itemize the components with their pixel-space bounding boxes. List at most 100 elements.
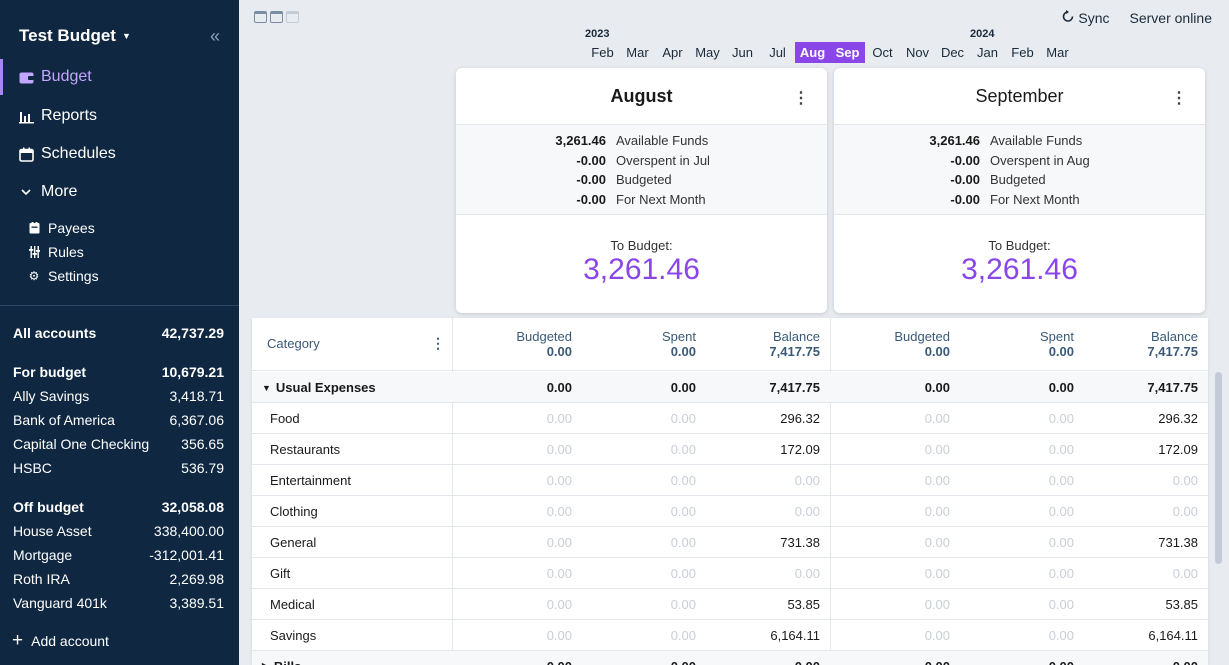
category-name[interactable]: Gift	[270, 558, 290, 589]
account-row[interactable]: Mortgage -312,001.41	[13, 544, 224, 566]
collapse-icon[interactable]: ▼	[262, 382, 271, 393]
account-name: Vanguard 401k	[13, 595, 107, 611]
budgeted-cell[interactable]: 0.00	[924, 628, 950, 643]
group-name[interactable]: ▼ Usual Expenses	[262, 372, 376, 403]
month-jan[interactable]: Jan	[977, 45, 998, 60]
category-row[interactable]: Restaurants 0.00 0.00 172.09 0.00 0.00 172.09	[252, 434, 1208, 465]
account-row[interactable]: House Asset 338,400.00	[13, 520, 224, 542]
off-budget-row[interactable]: Off budget 32,058.08	[13, 496, 224, 518]
category-name[interactable]: General	[270, 527, 316, 558]
nav-label: Schedules	[41, 145, 116, 162]
budgeted-cell[interactable]: 0.00	[546, 442, 572, 457]
category-row[interactable]: Food 0.00 0.00 296.32 0.00 0.00 296.32	[252, 403, 1208, 434]
expand-icon[interactable]: ▶	[262, 661, 269, 665]
budgeted-cell[interactable]: 0.00	[546, 566, 572, 581]
column-divider	[830, 318, 831, 665]
to-budget-amount[interactable]: 3,261.46	[583, 253, 700, 286]
budgeted-cell[interactable]: 0.00	[924, 380, 950, 395]
month-mar[interactable]: Mar	[1046, 45, 1069, 60]
budgeted-cell[interactable]: 0.00	[546, 628, 572, 643]
more-options-icon[interactable]: ⋮	[793, 90, 809, 107]
server-status[interactable]: Server online	[1129, 10, 1213, 26]
calendar-view-icon[interactable]	[270, 11, 283, 23]
month-may[interactable]: May	[695, 45, 720, 60]
category-row[interactable]: Savings 0.00 0.00 6,164.11 0.00 0.00 6,164.11	[252, 620, 1208, 651]
account-row[interactable]: Vanguard 401k 3,389.51	[13, 592, 224, 614]
col-total: 7,417.75	[769, 344, 820, 359]
scrollbar[interactable]	[1215, 372, 1222, 564]
collapse-sidebar-icon[interactable]: «	[210, 26, 221, 46]
category-name[interactable]: Medical	[270, 589, 315, 620]
col-label: Balance	[1151, 329, 1198, 344]
month-oct[interactable]: Oct	[872, 45, 893, 60]
nav-payees[interactable]: Payees	[28, 217, 95, 239]
account-row[interactable]: Capital One Checking 356.65	[13, 433, 224, 455]
category-row[interactable]: Gift 0.00 0.00 0.00 0.00 0.00 0.00	[252, 558, 1208, 589]
budgeted-cell[interactable]: 0.00	[924, 442, 950, 457]
to-budget-amount[interactable]: 3,261.46	[961, 253, 1078, 286]
budgeted-cell[interactable]: 0.00	[840, 651, 950, 665]
month-jul[interactable]: Jul	[769, 45, 786, 60]
nav-rules[interactable]: Rules	[28, 241, 84, 263]
budgeted-cell[interactable]: 0.00	[462, 651, 572, 665]
balance-cell: 172.09	[1158, 442, 1198, 457]
month-nov[interactable]: Nov	[905, 45, 930, 60]
category-name[interactable]: Food	[270, 403, 300, 434]
budgeted-cell[interactable]: 0.00	[924, 504, 950, 519]
category-row[interactable]: Clothing 0.00 0.00 0.00 0.00 0.00 0.00	[252, 496, 1208, 527]
col-total: 0.00	[546, 344, 572, 359]
balance-cell: 296.32	[1158, 411, 1198, 426]
nav-settings[interactable]: ⚙ Settings	[28, 265, 99, 287]
month-feb[interactable]: Feb	[591, 45, 614, 60]
account-balance: 10,679.21	[161, 364, 224, 380]
category-row[interactable]: Entertainment 0.00 0.00 0.00 0.00 0.00 0.00	[252, 465, 1208, 496]
month-mar[interactable]: Mar	[626, 45, 649, 60]
nav-budget[interactable]: Budget	[0, 59, 239, 95]
category-name[interactable]: Entertainment	[270, 465, 351, 496]
add-account-button[interactable]: + Add account	[12, 631, 109, 650]
calendar-view-icon[interactable]	[254, 11, 267, 23]
sync-label: Sync	[1078, 10, 1110, 26]
sync-button[interactable]: Sync	[1062, 10, 1110, 26]
budgeted-cell[interactable]: 0.00	[924, 411, 950, 426]
month-feb[interactable]: Feb	[1011, 45, 1034, 60]
budgeted-cell[interactable]: 0.00	[546, 473, 572, 488]
calendar-view-icon[interactable]	[286, 11, 299, 23]
budgeted-cell[interactable]: 0.00	[546, 411, 572, 426]
category-name[interactable]: Savings	[270, 620, 316, 651]
month-jun[interactable]: Jun	[732, 45, 753, 60]
balance-cell: 0.00	[1172, 504, 1198, 519]
budgeted-cell[interactable]: 0.00	[924, 597, 950, 612]
budgeted-cell[interactable]: 0.00	[546, 597, 572, 612]
category-menu-icon[interactable]: ⋮	[431, 335, 445, 351]
group-name[interactable]: ▶ Bills	[262, 651, 301, 665]
account-row[interactable]: Roth IRA 2,269.98	[13, 568, 224, 590]
budget-name-dropdown[interactable]: Test Budget ▼	[19, 25, 131, 47]
more-options-icon[interactable]: ⋮	[1171, 90, 1187, 107]
month-sep[interactable]: Sep	[830, 42, 865, 63]
category-name[interactable]: Clothing	[270, 496, 318, 527]
budgeted-cell[interactable]: 0.00	[546, 535, 572, 550]
category-group-row[interactable]: ▶ Bills 0.00 0.00 0.00 0.00 0.00 0.00	[252, 651, 1208, 665]
account-row[interactable]: Bank of America 6,367.06	[13, 409, 224, 431]
all-accounts-row[interactable]: All accounts 42,737.29	[13, 322, 224, 344]
nav-schedules[interactable]: Schedules	[0, 136, 239, 172]
budgeted-cell[interactable]: 0.00	[924, 473, 950, 488]
budgeted-cell[interactable]: 0.00	[546, 380, 572, 395]
nav-label: Reports	[41, 107, 98, 124]
account-row[interactable]: HSBC 536.79	[13, 457, 224, 479]
budgeted-cell[interactable]: 0.00	[924, 535, 950, 550]
budgeted-cell[interactable]: 0.00	[924, 566, 950, 581]
budgeted-cell[interactable]: 0.00	[546, 504, 572, 519]
for-budget-row[interactable]: For budget 10,679.21	[13, 361, 224, 383]
nav-more[interactable]: More	[0, 174, 239, 210]
month-dec[interactable]: Dec	[940, 45, 965, 60]
category-row[interactable]: Medical 0.00 0.00 53.85 0.00 0.00 53.85	[252, 589, 1208, 620]
month-aug[interactable]: Aug	[795, 42, 830, 63]
month-apr[interactable]: Apr	[662, 45, 683, 60]
category-group-row[interactable]: ▼ Usual Expenses 0.00 0.00 7,417.75 0.00 0.00 7…	[252, 372, 1208, 403]
category-row[interactable]: General 0.00 0.00 731.38 0.00 0.00 731.38	[252, 527, 1208, 558]
account-row[interactable]: Ally Savings 3,418.71	[13, 385, 224, 407]
nav-reports[interactable]: Reports	[0, 98, 239, 134]
category-name[interactable]: Restaurants	[270, 434, 340, 465]
